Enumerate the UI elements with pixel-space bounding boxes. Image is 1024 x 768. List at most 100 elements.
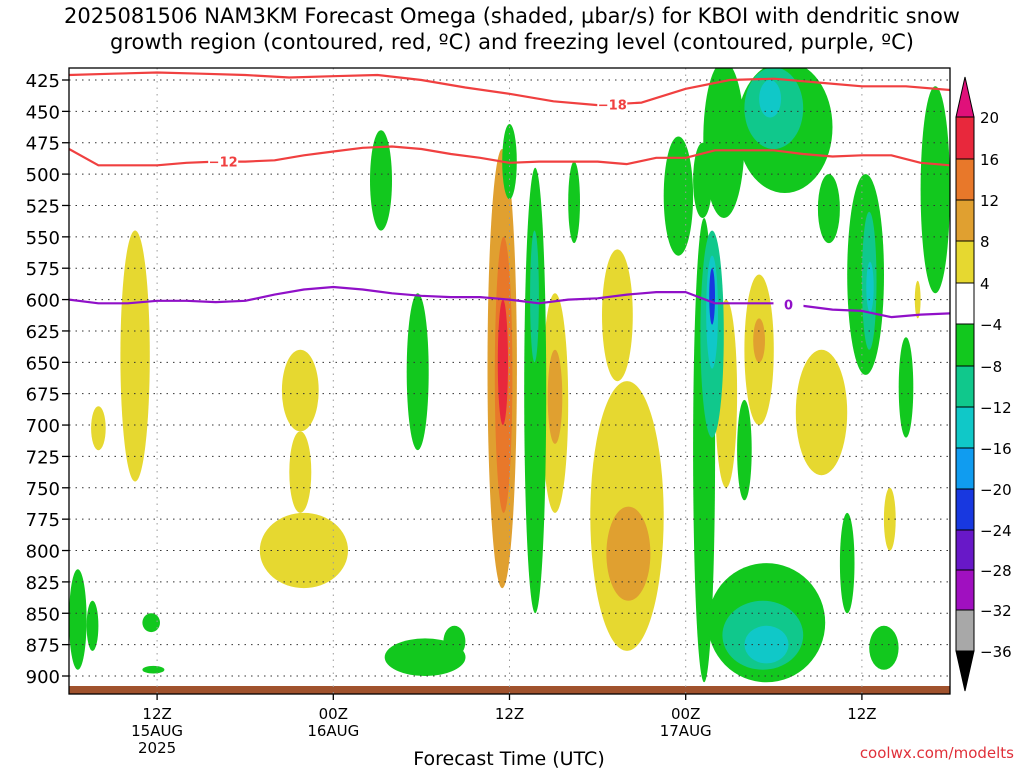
y-tick-label: 900	[26, 667, 60, 688]
chart-title-line-2: growth region (contoured, red, ºC) and f…	[110, 30, 914, 54]
omega-cell-10	[602, 249, 633, 382]
omega-cell-1	[91, 406, 106, 451]
contour-line	[69, 71, 950, 107]
y-tick-label: 850	[26, 604, 60, 625]
omega-cell-17	[883, 487, 896, 551]
colorbar-bin	[955, 282, 975, 325]
omega-cell-3	[289, 431, 312, 513]
x-tick-date-label: 16AUG	[307, 722, 359, 740]
omega-cell-25	[530, 230, 539, 363]
colorbar-bin	[955, 158, 975, 201]
omega-cell-47	[898, 337, 914, 438]
omega-cell-22	[443, 625, 466, 658]
colorbar-label: −8	[980, 358, 1002, 376]
colorbar-under-triangle	[955, 650, 975, 692]
omega-cell-52	[142, 665, 165, 674]
omega-cell-9	[547, 349, 563, 444]
contour-label: −12	[209, 156, 238, 171]
x-tick-year-label: 2025	[138, 739, 176, 757]
y-tick-label: 575	[26, 259, 60, 280]
colorbar-label: 8	[980, 233, 990, 251]
omega-cell-30	[703, 68, 745, 218]
colorbar-label: −24	[980, 522, 1012, 540]
colorbar-over-triangle	[955, 76, 975, 118]
colorbar-label: −4	[980, 316, 1002, 334]
omega-cell-15	[753, 318, 765, 363]
colorbar-bin	[955, 447, 975, 490]
colorbar-label: 16	[980, 151, 999, 169]
y-tick-label: 800	[26, 542, 60, 563]
contour-label-bg	[208, 153, 239, 170]
omega-cell-24	[524, 167, 547, 614]
y-tick-label: 675	[26, 385, 60, 406]
colorbar-label: −20	[980, 481, 1012, 499]
omega-shading	[69, 68, 950, 683]
colorbar: 20 16 12 8 4 −4 −8 −12 −16 −20 −24 −28 −32 −36	[955, 76, 1012, 692]
omega-cell-41	[817, 174, 840, 244]
omega-cell-12	[606, 506, 651, 601]
y-tick-label: 700	[26, 416, 60, 437]
y-tick-label: 425	[26, 71, 60, 92]
contour-lines: −18 −12 0	[69, 71, 950, 319]
chart-title-line-1: 2025081506 NAM3KM Forecast Omega (shaded…	[64, 4, 960, 28]
contour-label: 0	[784, 299, 793, 314]
omega-cell-46	[869, 625, 899, 670]
omega-cell-36	[709, 268, 715, 325]
y-tick-label: 600	[26, 291, 60, 312]
omega-cell-0	[120, 230, 150, 482]
omega-cell-2	[281, 349, 319, 432]
y-tick-label: 725	[26, 447, 60, 468]
colorbar-bin	[955, 488, 975, 531]
omega-cell-16	[795, 349, 848, 476]
y-tick-label: 825	[26, 573, 60, 594]
x-tick-date-label: 15AUG	[131, 722, 183, 740]
omega-cell-19	[370, 130, 392, 231]
colorbar-bin	[955, 240, 975, 284]
contour-label: −18	[598, 98, 627, 113]
colorbar-label: −32	[980, 602, 1012, 620]
y-tick-label: 650	[26, 353, 60, 374]
omega-cell-39	[744, 625, 789, 664]
omega-cell-45	[839, 512, 855, 614]
colorbar-label: 4	[980, 275, 990, 293]
omega-cell-44	[866, 261, 874, 313]
x-tick-date-label: 17AUG	[660, 722, 712, 740]
colorbar-bin	[955, 529, 975, 571]
omega-cell-26	[568, 161, 580, 244]
y-tick-label: 550	[26, 228, 60, 249]
colorbar-label: −28	[980, 562, 1012, 580]
colorbar-bin	[955, 116, 975, 160]
colorbar-bin	[955, 323, 975, 367]
contour-label-bg	[597, 96, 628, 113]
colorbar-bin	[955, 406, 975, 449]
x-tick-label: 00Z	[319, 705, 348, 723]
colorbar-bin	[955, 569, 975, 611]
y-tick-label: 475	[26, 134, 60, 155]
credit-text: coolwx.com/modelts	[859, 744, 1014, 762]
y-tick-label: 625	[26, 322, 60, 343]
y-tick-label: 750	[26, 479, 60, 500]
omega-cell-27	[663, 136, 694, 256]
colorbar-label: 12	[980, 192, 999, 210]
omega-cell-49	[69, 569, 87, 670]
colorbar-bin	[955, 199, 975, 242]
y-tick-label: 500	[26, 165, 60, 186]
omega-cell-51	[142, 613, 160, 633]
omega-cell-18	[914, 280, 921, 319]
x-tick-label: 12Z	[847, 705, 876, 723]
contour-label-bg	[773, 296, 804, 313]
colorbar-label: −36	[980, 643, 1012, 661]
omega-cell-48	[920, 86, 950, 294]
ground-strip	[69, 686, 950, 694]
omega-cell-50	[86, 600, 99, 651]
colorbar-bin	[955, 365, 975, 408]
y-tick-label: 775	[26, 510, 60, 531]
y-axis: 425 450 475 500 525 550 575 600 625 650 675 700 725 7…	[26, 71, 69, 688]
colorbar-label: 20	[980, 109, 999, 127]
y-tick-label: 525	[26, 196, 60, 217]
colorbar-label: −12	[980, 399, 1012, 417]
y-tick-label: 875	[26, 636, 60, 657]
grid-lines	[69, 68, 950, 694]
